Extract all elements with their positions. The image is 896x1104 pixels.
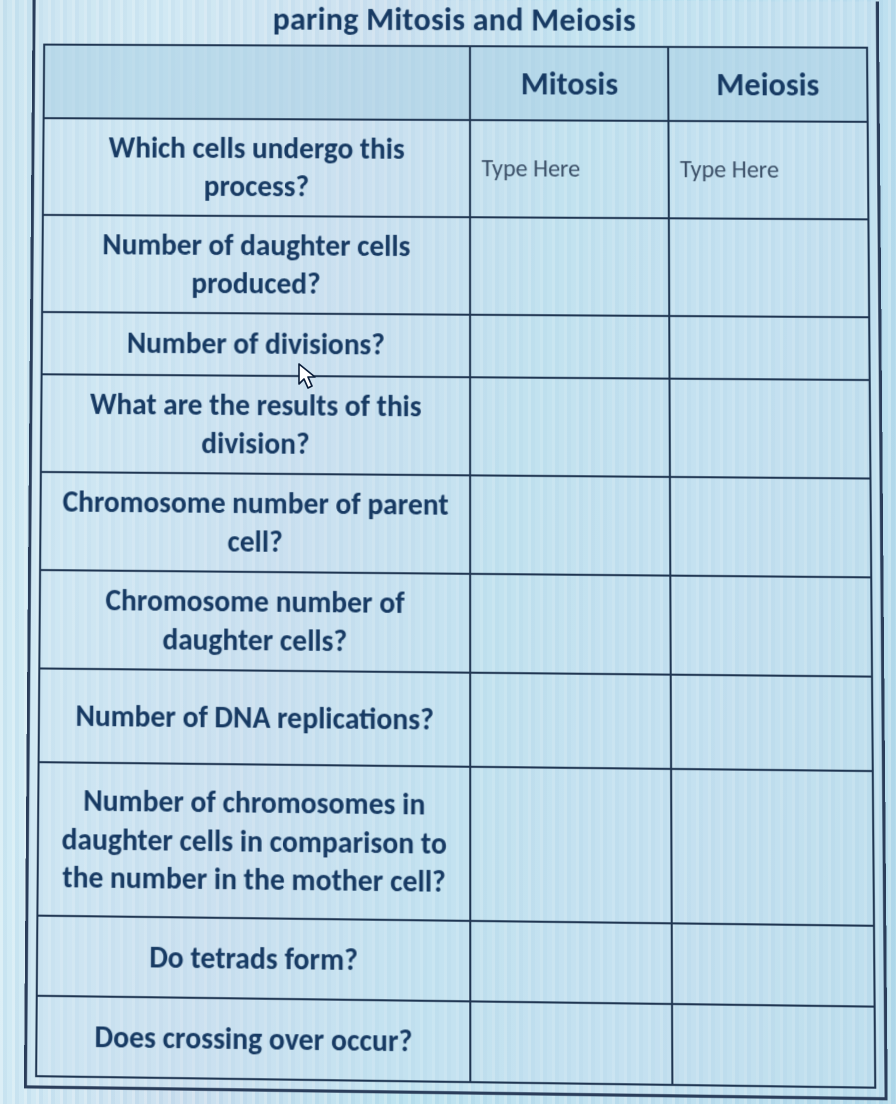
- placeholder-text: Type Here: [482, 154, 581, 184]
- row-label: What are the results of this division?: [41, 374, 471, 475]
- row-label: Number of daughter cells produced?: [42, 215, 470, 315]
- table-row: Number of chromosomes in daughter cells …: [37, 762, 874, 926]
- row-label: Which cells undergo this process?: [43, 118, 471, 217]
- cell-meiosis-input[interactable]: [672, 1004, 875, 1088]
- table-row: Does crossing over occur?: [36, 996, 875, 1088]
- cell-mitosis-input[interactable]: [471, 377, 671, 477]
- cell-mitosis-input[interactable]: Type Here: [470, 120, 669, 218]
- placeholder-text: Type Here: [680, 155, 779, 185]
- table-row: Chromosome number of parent cell?: [40, 472, 871, 577]
- cell-meiosis-input[interactable]: [671, 576, 872, 677]
- table-row: Number of daughter cells produced?: [42, 215, 869, 317]
- cell-mitosis-input[interactable]: [471, 673, 672, 769]
- cell-mitosis-input[interactable]: [471, 767, 672, 924]
- table-row: Number of divisions?: [42, 312, 870, 380]
- cell-meiosis-input[interactable]: [672, 924, 875, 1007]
- cell-mitosis-input[interactable]: [471, 217, 670, 316]
- table-row: What are the results of this division?: [41, 374, 871, 478]
- cell-mitosis-input[interactable]: [471, 1002, 673, 1086]
- row-label: Number of DNA replications?: [39, 669, 471, 767]
- cell-meiosis-input[interactable]: [669, 316, 869, 380]
- row-label: Number of chromosomes in daughter cells …: [37, 762, 470, 921]
- cell-mitosis-input[interactable]: [471, 921, 673, 1004]
- comparison-table: Mitosis Meiosis Which cells undergo this…: [35, 44, 876, 1089]
- cell-meiosis-input[interactable]: [671, 675, 873, 771]
- row-label: Do tetrads form?: [37, 916, 471, 1002]
- header-meiosis: Meiosis: [668, 47, 867, 122]
- worksheet-title: paring Mitosis and Meiosis: [43, 0, 868, 47]
- cell-meiosis-input[interactable]: [670, 477, 871, 578]
- cell-meiosis-input[interactable]: [671, 769, 874, 926]
- table-row: Do tetrads form?: [37, 916, 875, 1007]
- row-label: Chromosome number of daughter cells?: [39, 570, 470, 673]
- header-mitosis: Mitosis: [470, 46, 668, 121]
- cell-mitosis-input[interactable]: [471, 574, 671, 675]
- table-header-row: Mitosis Meiosis: [44, 45, 868, 122]
- row-label: Number of divisions?: [42, 312, 471, 377]
- cell-mitosis-input[interactable]: [471, 476, 671, 576]
- cell-meiosis-input[interactable]: Type Here: [669, 121, 869, 219]
- table-row: Chromosome number of daughter cells?: [39, 570, 872, 677]
- worksheet-card: paring Mitosis and Meiosis Mitosis Meios…: [24, 0, 888, 1101]
- row-label: Does crossing over occur?: [36, 996, 471, 1082]
- row-label: Chromosome number of parent cell?: [40, 472, 471, 574]
- table-row: Which cells undergo this process? Type H…: [43, 118, 869, 219]
- cell-mitosis-input[interactable]: [471, 315, 670, 379]
- cell-meiosis-input[interactable]: [669, 218, 869, 317]
- table-row: Number of DNA replications?: [39, 669, 873, 772]
- cell-meiosis-input[interactable]: [670, 379, 871, 479]
- header-blank: [44, 45, 471, 120]
